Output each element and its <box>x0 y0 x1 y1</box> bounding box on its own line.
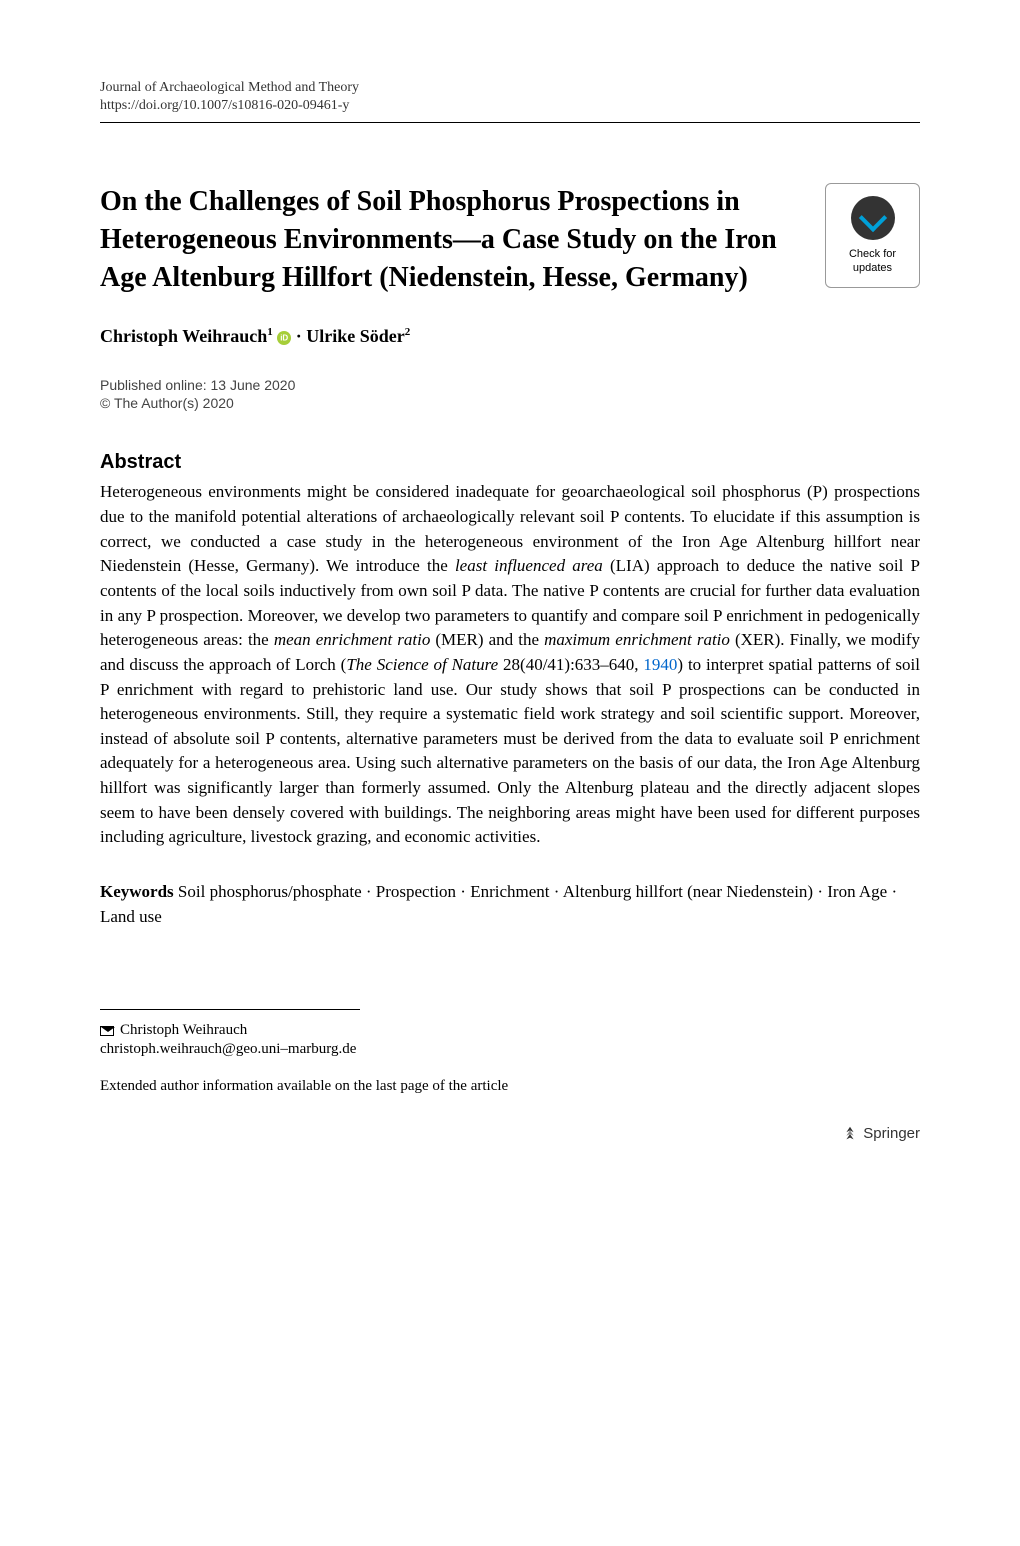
author-1-affiliation: 1 <box>267 326 273 338</box>
extended-author-info: Extended author information available on… <box>100 1078 920 1095</box>
footnote-rule <box>100 1009 360 1010</box>
authors-line: Christoph Weihrauch1 · Ulrike Söder2 <box>100 326 920 347</box>
orcid-icon[interactable] <box>277 331 291 345</box>
journal-header: Journal of Archaeological Method and The… <box>100 80 920 96</box>
corresponding-author: Christoph Weihrauch <box>100 1022 920 1039</box>
header-rule <box>100 122 920 123</box>
check-updates-label: Check for updates <box>849 248 896 274</box>
keywords-text: Soil phosphorus/phosphate · Prospection … <box>100 882 897 926</box>
abstract-text: Heterogeneous environments might be cons… <box>100 480 920 850</box>
envelope-icon <box>100 1026 114 1036</box>
author-2-name: Ulrike Söder <box>306 326 405 346</box>
author-separator: · <box>296 326 307 346</box>
copyright-notice: © The Author(s) 2020 <box>100 395 920 411</box>
doi-link[interactable]: https://doi.org/10.1007/s10816-020-09461… <box>100 98 920 114</box>
publisher-footer: Springer <box>100 1125 920 1143</box>
publisher-name: Springer <box>863 1125 920 1142</box>
author-2-affiliation: 2 <box>405 326 411 338</box>
abstract-heading: Abstract <box>100 451 920 474</box>
keywords-block: Keywords Soil phosphorus/phosphate · Pro… <box>100 880 920 929</box>
check-updates-badge[interactable]: Check for updates <box>825 183 920 288</box>
check-updates-icon <box>851 196 895 240</box>
article-title: On the Challenges of Soil Phosphorus Pro… <box>100 183 825 296</box>
keywords-label: Keywords <box>100 882 174 901</box>
reference-link[interactable]: 1940 <box>643 655 677 674</box>
corresponding-email[interactable]: christoph.weihrauch@geo.uni–marburg.de <box>100 1041 920 1058</box>
springer-logo-icon <box>841 1125 859 1143</box>
publication-date: Published online: 13 June 2020 <box>100 377 920 393</box>
title-row: On the Challenges of Soil Phosphorus Pro… <box>100 183 920 296</box>
author-1-name: Christoph Weihrauch <box>100 326 267 346</box>
